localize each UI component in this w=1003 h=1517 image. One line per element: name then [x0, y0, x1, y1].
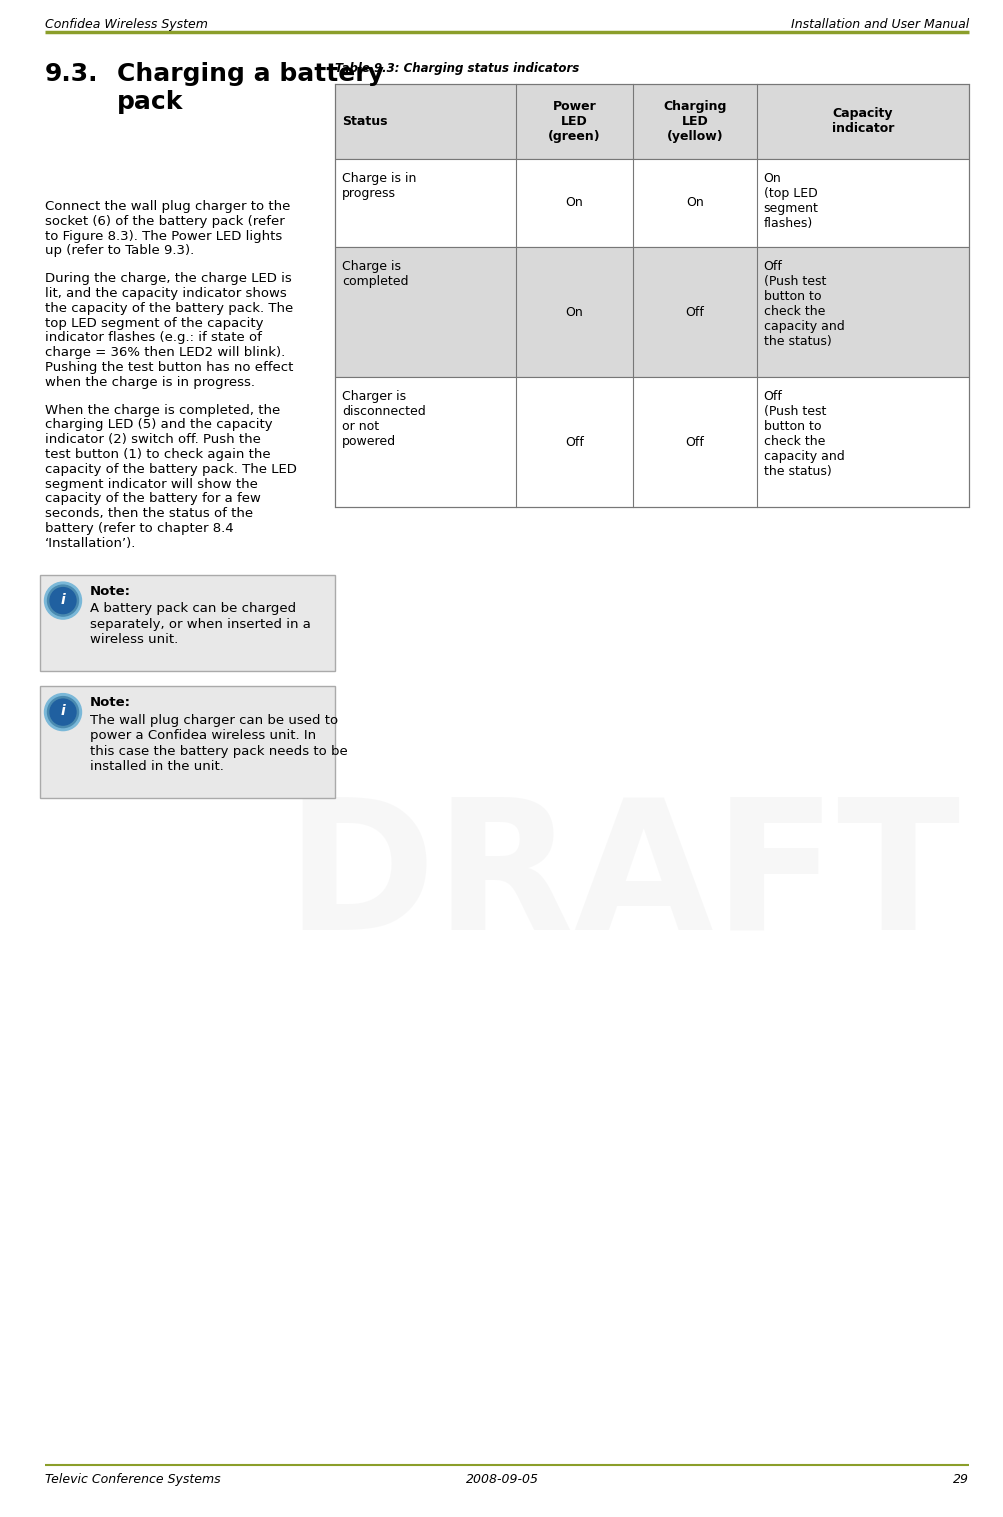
Text: Table 9.3: Charging status indicators: Table 9.3: Charging status indicators: [335, 62, 579, 74]
Text: charge = 36% then LED2 will blink).: charge = 36% then LED2 will blink).: [45, 346, 285, 360]
Text: socket (6) of the battery pack (refer: socket (6) of the battery pack (refer: [45, 215, 285, 228]
Bar: [335, 83, 968, 159]
Text: On: On: [565, 197, 583, 209]
Text: Power
LED
(green): Power LED (green): [548, 100, 600, 143]
Text: to Figure 8.3). The Power LED lights: to Figure 8.3). The Power LED lights: [45, 229, 282, 243]
Circle shape: [47, 586, 78, 616]
Text: seconds, then the status of the: seconds, then the status of the: [45, 507, 253, 520]
Circle shape: [44, 693, 81, 731]
Text: Charging a battery
pack: Charging a battery pack: [117, 62, 383, 114]
Text: battery (refer to chapter 8.4: battery (refer to chapter 8.4: [45, 522, 234, 536]
Text: Note:: Note:: [90, 584, 130, 598]
Text: i: i: [60, 593, 65, 607]
Circle shape: [44, 583, 81, 619]
Text: On: On: [565, 305, 583, 319]
Text: this case the battery pack needs to be: this case the battery pack needs to be: [90, 745, 347, 757]
Text: test button (1) to check again the: test button (1) to check again the: [45, 448, 271, 461]
Text: On: On: [685, 197, 703, 209]
Text: Off: Off: [565, 435, 583, 449]
Text: Off: Off: [685, 305, 703, 319]
Text: Televic Conference Systems: Televic Conference Systems: [45, 1473, 221, 1487]
Text: separately, or when inserted in a: separately, or when inserted in a: [90, 617, 311, 631]
Text: capacity of the battery for a few: capacity of the battery for a few: [45, 493, 261, 505]
Text: A battery pack can be charged: A battery pack can be charged: [90, 602, 296, 614]
Text: Pushing the test button has no effect: Pushing the test button has no effect: [45, 361, 293, 375]
Text: DRAFT: DRAFT: [285, 792, 959, 968]
Text: indicator flashes (e.g.: if state of: indicator flashes (e.g.: if state of: [45, 331, 262, 344]
Text: When the charge is completed, the: When the charge is completed, the: [45, 404, 280, 417]
Circle shape: [50, 587, 76, 613]
Text: Capacity
indicator: Capacity indicator: [830, 108, 893, 135]
Text: Connect the wall plug charger to the: Connect the wall plug charger to the: [45, 200, 290, 212]
Circle shape: [47, 696, 78, 728]
Text: Charging
LED
(yellow): Charging LED (yellow): [662, 100, 726, 143]
Text: Charge is in
progress: Charge is in progress: [342, 171, 416, 200]
Bar: [335, 378, 968, 507]
Text: the capacity of the battery pack. The: the capacity of the battery pack. The: [45, 302, 293, 316]
Text: when the charge is in progress.: when the charge is in progress.: [45, 376, 255, 388]
Text: During the charge, the charge LED is: During the charge, the charge LED is: [45, 272, 292, 285]
Text: Confidea Wireless System: Confidea Wireless System: [45, 18, 208, 30]
Text: Off
(Push test
button to
check the
capacity and
the status): Off (Push test button to check the capac…: [763, 259, 844, 347]
Text: charging LED (5) and the capacity: charging LED (5) and the capacity: [45, 419, 273, 431]
Text: The wall plug charger can be used to: The wall plug charger can be used to: [90, 713, 338, 727]
Text: wireless unit.: wireless unit.: [90, 633, 179, 646]
Text: Charger is
disconnected
or not
powered: Charger is disconnected or not powered: [342, 390, 425, 448]
Text: segment indicator will show the: segment indicator will show the: [45, 478, 258, 490]
Text: 2008-09-05: 2008-09-05: [465, 1473, 538, 1487]
Text: 29: 29: [952, 1473, 968, 1487]
Text: Charge is
completed: Charge is completed: [342, 259, 408, 288]
Text: On
(top LED
segment
flashes): On (top LED segment flashes): [763, 171, 817, 231]
Text: capacity of the battery pack. The LED: capacity of the battery pack. The LED: [45, 463, 297, 476]
Text: Note:: Note:: [90, 696, 130, 708]
Text: installed in the unit.: installed in the unit.: [90, 760, 224, 774]
Circle shape: [50, 699, 76, 725]
Text: i: i: [60, 704, 65, 718]
Text: top LED segment of the capacity: top LED segment of the capacity: [45, 317, 263, 329]
Text: Status: Status: [342, 115, 387, 127]
Bar: [335, 159, 968, 247]
Text: lit, and the capacity indicator shows: lit, and the capacity indicator shows: [45, 287, 287, 300]
Bar: [335, 247, 968, 378]
Text: indicator (2) switch off. Push the: indicator (2) switch off. Push the: [45, 434, 261, 446]
Text: power a Confidea wireless unit. In: power a Confidea wireless unit. In: [90, 730, 316, 742]
FancyBboxPatch shape: [40, 575, 335, 671]
Text: Off: Off: [685, 435, 703, 449]
Text: Installation and User Manual: Installation and User Manual: [790, 18, 968, 30]
Text: up (refer to Table 9.3).: up (refer to Table 9.3).: [45, 244, 194, 258]
Text: 9.3.: 9.3.: [45, 62, 98, 86]
Text: Off
(Push test
button to
check the
capacity and
the status): Off (Push test button to check the capac…: [763, 390, 844, 478]
Text: ‘Installation’).: ‘Installation’).: [45, 537, 136, 549]
FancyBboxPatch shape: [40, 686, 335, 798]
